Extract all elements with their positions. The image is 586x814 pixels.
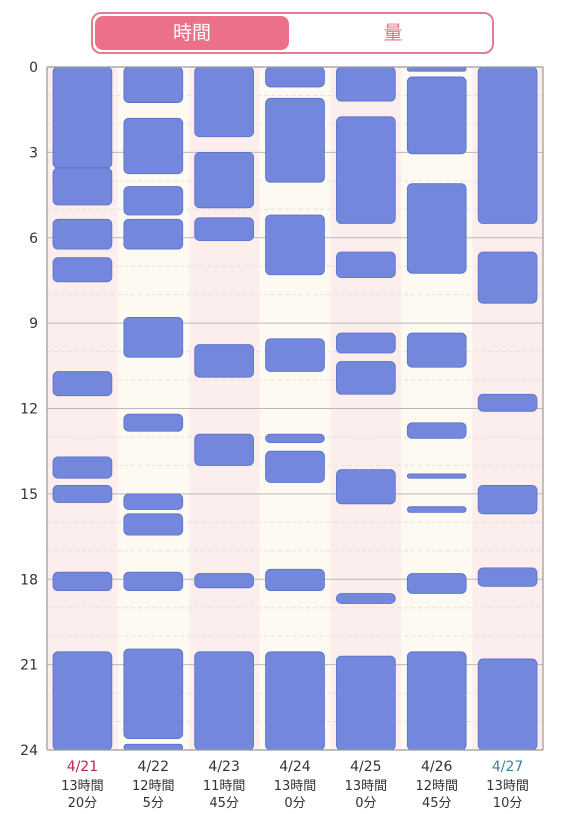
sleep-block[interactable] <box>123 513 184 536</box>
sleep-block[interactable] <box>194 651 254 751</box>
sleep-block[interactable] <box>52 167 113 206</box>
y-tick-label: 12 <box>20 402 38 418</box>
sleep-block[interactable] <box>336 593 396 604</box>
sleep-block[interactable] <box>336 66 396 102</box>
view-toggle: 時間 量 <box>91 12 494 54</box>
day-duration-hours: 13時間 <box>345 779 388 794</box>
sleep-block[interactable] <box>336 469 396 505</box>
sleep-block[interactable] <box>265 338 325 372</box>
y-tick-label: 6 <box>29 231 38 247</box>
sleep-block[interactable] <box>336 361 396 395</box>
sleep-block[interactable] <box>406 76 467 155</box>
sleep-block[interactable] <box>123 218 184 250</box>
day-duration-hours: 12時間 <box>132 779 175 794</box>
y-tick-label: 0 <box>29 60 38 76</box>
sleep-block[interactable] <box>406 183 467 274</box>
sleep-block[interactable] <box>406 473 467 479</box>
day-date-label[interactable]: 4/27 <box>492 759 523 775</box>
day-duration-minutes: 5分 <box>143 796 164 811</box>
day-date-label[interactable]: 4/25 <box>350 759 381 775</box>
sleep-block[interactable] <box>265 433 325 444</box>
sleep-block[interactable] <box>52 571 113 592</box>
sleep-block[interactable] <box>477 484 538 515</box>
sleep-block[interactable] <box>194 151 254 209</box>
y-tick-label: 15 <box>20 487 38 503</box>
day-duration-minutes: 10分 <box>493 796 523 811</box>
sleep-block[interactable] <box>123 317 184 358</box>
y-tick-label: 3 <box>29 145 38 161</box>
sleep-block[interactable] <box>194 573 254 589</box>
sleep-block[interactable] <box>123 413 184 432</box>
day-duration-hours: 11時間 <box>203 779 246 794</box>
sleep-block[interactable] <box>406 66 467 72</box>
sleep-block[interactable] <box>123 743 184 751</box>
sleep-block[interactable] <box>52 651 113 751</box>
sleep-block[interactable] <box>336 251 396 278</box>
sleep-block[interactable] <box>194 344 254 378</box>
sleep-block[interactable] <box>123 66 184 103</box>
sleep-block[interactable] <box>477 393 538 412</box>
day-duration-hours: 13時間 <box>486 779 529 794</box>
sleep-block[interactable] <box>477 66 538 224</box>
sleep-block[interactable] <box>52 371 113 397</box>
sleep-block[interactable] <box>123 648 184 740</box>
day-duration-minutes: 45分 <box>209 796 239 811</box>
sleep-block[interactable] <box>477 658 538 751</box>
tab-time[interactable]: 時間 <box>95 16 289 50</box>
sleep-block[interactable] <box>194 433 254 466</box>
day-duration-minutes: 45分 <box>422 796 452 811</box>
sleep-block[interactable] <box>265 66 325 88</box>
sleep-block[interactable] <box>265 651 325 751</box>
sleep-block[interactable] <box>52 456 113 479</box>
day-duration-minutes: 20分 <box>68 796 98 811</box>
sleep-block[interactable] <box>477 251 538 304</box>
sleep-block[interactable] <box>123 571 184 592</box>
tab-amount[interactable]: 量 <box>383 22 403 44</box>
day-date-label[interactable]: 4/21 <box>67 759 98 775</box>
sleep-block[interactable] <box>52 66 113 169</box>
sleep-block[interactable] <box>123 117 184 175</box>
sleep-block[interactable] <box>265 214 325 276</box>
day-duration-hours: 13時間 <box>274 779 317 794</box>
sleep-block[interactable] <box>52 257 113 283</box>
day-date-label[interactable]: 4/23 <box>208 759 239 775</box>
y-tick-label: 9 <box>29 316 38 332</box>
sleep-block[interactable] <box>406 332 467 368</box>
sleep-block[interactable] <box>406 573 467 594</box>
day-duration-minutes: 0分 <box>355 796 376 811</box>
day-date-label[interactable]: 4/24 <box>279 759 311 775</box>
sleep-block[interactable] <box>265 450 325 483</box>
sleep-block[interactable] <box>265 97 325 183</box>
sleep-block[interactable] <box>477 567 538 587</box>
sleep-block[interactable] <box>336 655 396 751</box>
sleep-block[interactable] <box>52 484 113 503</box>
y-tick-label: 18 <box>20 572 38 588</box>
sleep-block[interactable] <box>406 651 467 751</box>
sleep-block[interactable] <box>123 186 184 216</box>
day-duration-hours: 12時間 <box>415 779 458 794</box>
sleep-block[interactable] <box>406 506 467 513</box>
sleep-block[interactable] <box>336 332 396 354</box>
sleep-block[interactable] <box>52 218 113 250</box>
sleep-block[interactable] <box>123 493 184 510</box>
y-tick-label: 24 <box>20 743 38 759</box>
sleep-block[interactable] <box>265 568 325 592</box>
day-duration-minutes: 0分 <box>284 796 305 811</box>
sleep-block[interactable] <box>336 116 396 224</box>
day-duration-hours: 13時間 <box>61 779 104 794</box>
day-date-label[interactable]: 4/22 <box>138 759 169 775</box>
sleep-block[interactable] <box>194 66 254 138</box>
y-tick-label: 21 <box>20 658 38 674</box>
sleep-block[interactable] <box>194 217 254 241</box>
sleep-block[interactable] <box>406 422 467 439</box>
day-date-label[interactable]: 4/26 <box>421 759 453 775</box>
